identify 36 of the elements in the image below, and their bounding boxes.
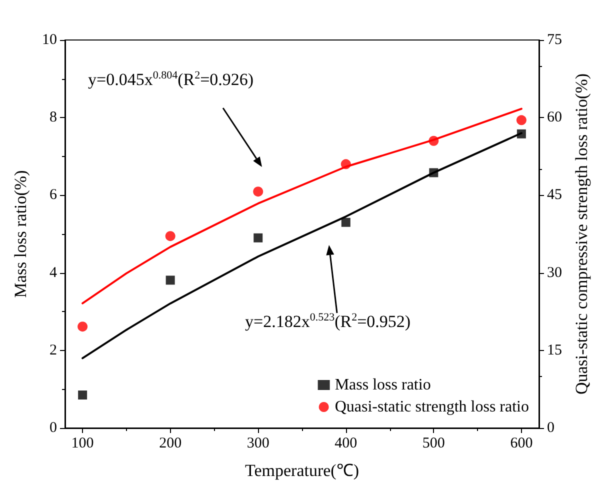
y-tick-label: 0 xyxy=(50,420,57,436)
y2-tick-label: 15 xyxy=(547,342,562,358)
point xyxy=(429,168,438,178)
x-tick-label: 100 xyxy=(71,436,94,452)
point xyxy=(254,233,263,242)
y-tick-label: 6 xyxy=(50,187,58,204)
y-tick-label: 4 xyxy=(50,264,58,281)
y-axis-title: Mass loss ratio(%) xyxy=(11,170,30,298)
x-tick-label: 400 xyxy=(334,436,358,452)
y2-tick-label: 75 xyxy=(547,32,562,48)
point xyxy=(166,276,175,285)
x-tick-label: 600 xyxy=(510,436,533,452)
legend-label: Mass loss ratio xyxy=(334,376,431,394)
y2-tick-label: 30 xyxy=(547,264,562,281)
x-tick-label: 200 xyxy=(159,436,182,452)
y2-tick-label: 60 xyxy=(547,110,562,126)
y-tick-label: 10 xyxy=(42,32,57,48)
point xyxy=(253,186,264,197)
point xyxy=(516,129,526,138)
y2-axis-title: Quasi-static compressive strength loss ratio(%) xyxy=(572,73,591,395)
y2-tick-label: 45 xyxy=(547,187,562,204)
point xyxy=(428,136,439,146)
y-tick-label: 8 xyxy=(50,110,57,126)
x-tick-label: 300 xyxy=(246,436,270,452)
y2-tick-label: 0 xyxy=(547,420,554,436)
line-series xyxy=(82,108,522,304)
point xyxy=(341,218,350,227)
point xyxy=(165,231,176,242)
x-tick-label: 500 xyxy=(422,436,445,452)
point xyxy=(78,322,88,332)
legend-label: Quasi-static strength loss ratio xyxy=(334,398,529,416)
point xyxy=(516,115,526,126)
x-axis-title: Temperature(℃) xyxy=(245,461,359,480)
point xyxy=(340,159,351,170)
point xyxy=(78,390,88,400)
y-tick-label: 2 xyxy=(50,342,57,358)
